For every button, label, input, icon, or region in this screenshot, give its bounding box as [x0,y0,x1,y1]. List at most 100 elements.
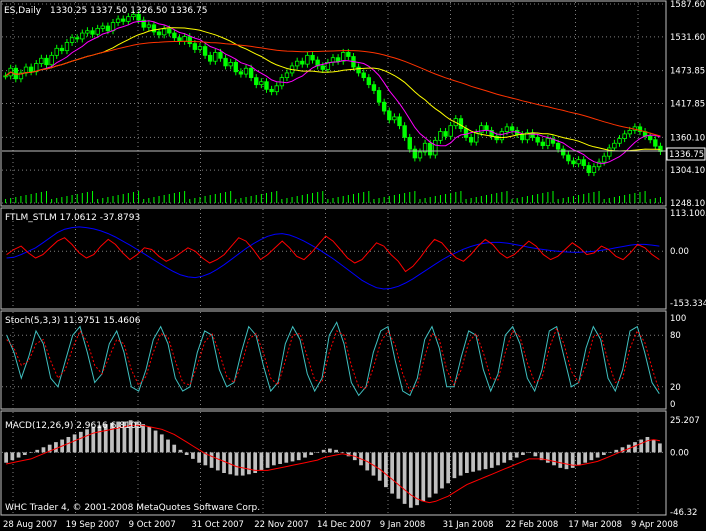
macd-bar [166,439,170,453]
y-tick-label: 0 [670,400,675,410]
candle-body [402,125,407,138]
macd-bar [66,436,71,453]
chart-symbol: ES,Daily [4,6,42,16]
candle-body [617,138,622,144]
candle-body [167,28,172,34]
macd-bar [35,449,40,453]
candle-body [126,16,131,22]
candle-body [499,131,505,141]
candle-body [269,88,274,93]
candle-body [381,101,387,112]
macd-bar [72,434,77,453]
candle-body [474,132,479,143]
y-tick-label: 0.00 [670,247,689,257]
candle-body [3,75,8,78]
macd-bar [290,452,295,462]
candle-body [39,57,44,64]
price-series [2,10,666,203]
y-tick-label: -153.334 [670,299,706,309]
candle-body [243,67,249,75]
candle-body [361,72,366,79]
ftlm-panel[interactable] [0,207,667,310]
x-tick-label: 31 Oct 2007 [191,520,244,530]
candle-body [525,132,530,141]
candle-body [571,160,576,165]
macd-bar [16,452,21,458]
y-tick-label: -46.32 [670,508,697,518]
macd-bar [209,452,214,468]
candle-body [550,138,556,144]
macd-bar [583,452,588,463]
x-tick-label: 9 Apr 2008 [631,520,678,530]
macd-bar [240,452,245,476]
macd-panel[interactable] [0,410,667,516]
candle-body [131,13,136,18]
macd-bar [483,452,488,470]
candle-body [520,134,525,141]
candle-body [146,24,152,28]
y-tick-label: 113.1005 [670,209,706,219]
macd-bar [253,452,258,474]
candle-body [622,133,627,139]
grid [2,2,666,515]
macd-bar [128,420,133,453]
candle-body [463,128,469,138]
candle-body [115,18,121,23]
macd-bar [446,452,451,484]
candle-body [95,27,100,35]
candle-body [208,54,213,62]
macd-bar [608,452,612,453]
copyright-text: WHC Trader 4, © 2001-2008 MetaQuotes Sof… [5,503,260,513]
macd-bar [29,452,33,453]
macd-bar [508,452,513,461]
macd-bar [234,452,239,476]
candle-body [187,36,192,45]
macd-bar [340,452,345,453]
macd-bar [247,452,251,475]
candle-body [653,139,658,147]
stlm-line [6,226,660,290]
candle-body [44,57,49,66]
y-tick-label: 1473.85 [670,67,705,77]
macd-bar [346,452,351,457]
stoch-panel[interactable] [0,310,667,410]
y-tick-label: 80 [670,331,681,341]
candle-body [274,85,279,93]
candle-body [74,37,80,40]
candle-body [366,77,372,86]
macd-bar [197,452,201,463]
candle-body [90,30,95,35]
candle-body [596,161,602,168]
candle-body [428,142,433,156]
candle-body [294,60,300,67]
candle-body [305,54,310,65]
macd-bar [514,452,519,458]
macd-bar [377,452,382,481]
price-panel[interactable] [0,0,667,207]
macd-bar [415,452,419,506]
macd-bar [384,452,388,488]
y-tick-label: 25.207 [670,416,700,426]
candle-body [607,147,612,157]
candle-body [458,118,464,130]
ftlm-line [6,235,660,273]
macd-bar [421,452,426,502]
macd-bar [601,452,606,455]
candle-body [535,137,540,143]
ma-slow-line [5,40,661,137]
candle-body [59,47,65,52]
macd-label: MACD(12,26,9) 2.9616 6.8103 [5,421,142,431]
candle-body [49,54,54,66]
macd-bar [78,431,83,453]
candle-body [509,126,515,131]
chart-ohlc: 1330.25 1337.50 1326.50 1336.75 [50,6,207,16]
x-tick-label: 14 Dec 2007 [317,520,371,530]
candle-body [346,52,351,57]
macd-bar [533,452,538,457]
macd-bar [153,430,158,453]
x-tick-label: 22 Nov 2007 [254,520,308,530]
macd-bar [433,452,438,494]
x-axis-labels: 28 Aug 2007 19 Sep 2007 9 Oct 2007 31 Oct 2… [3,520,678,530]
x-tick-label: 19 Sep 2007 [66,520,120,530]
